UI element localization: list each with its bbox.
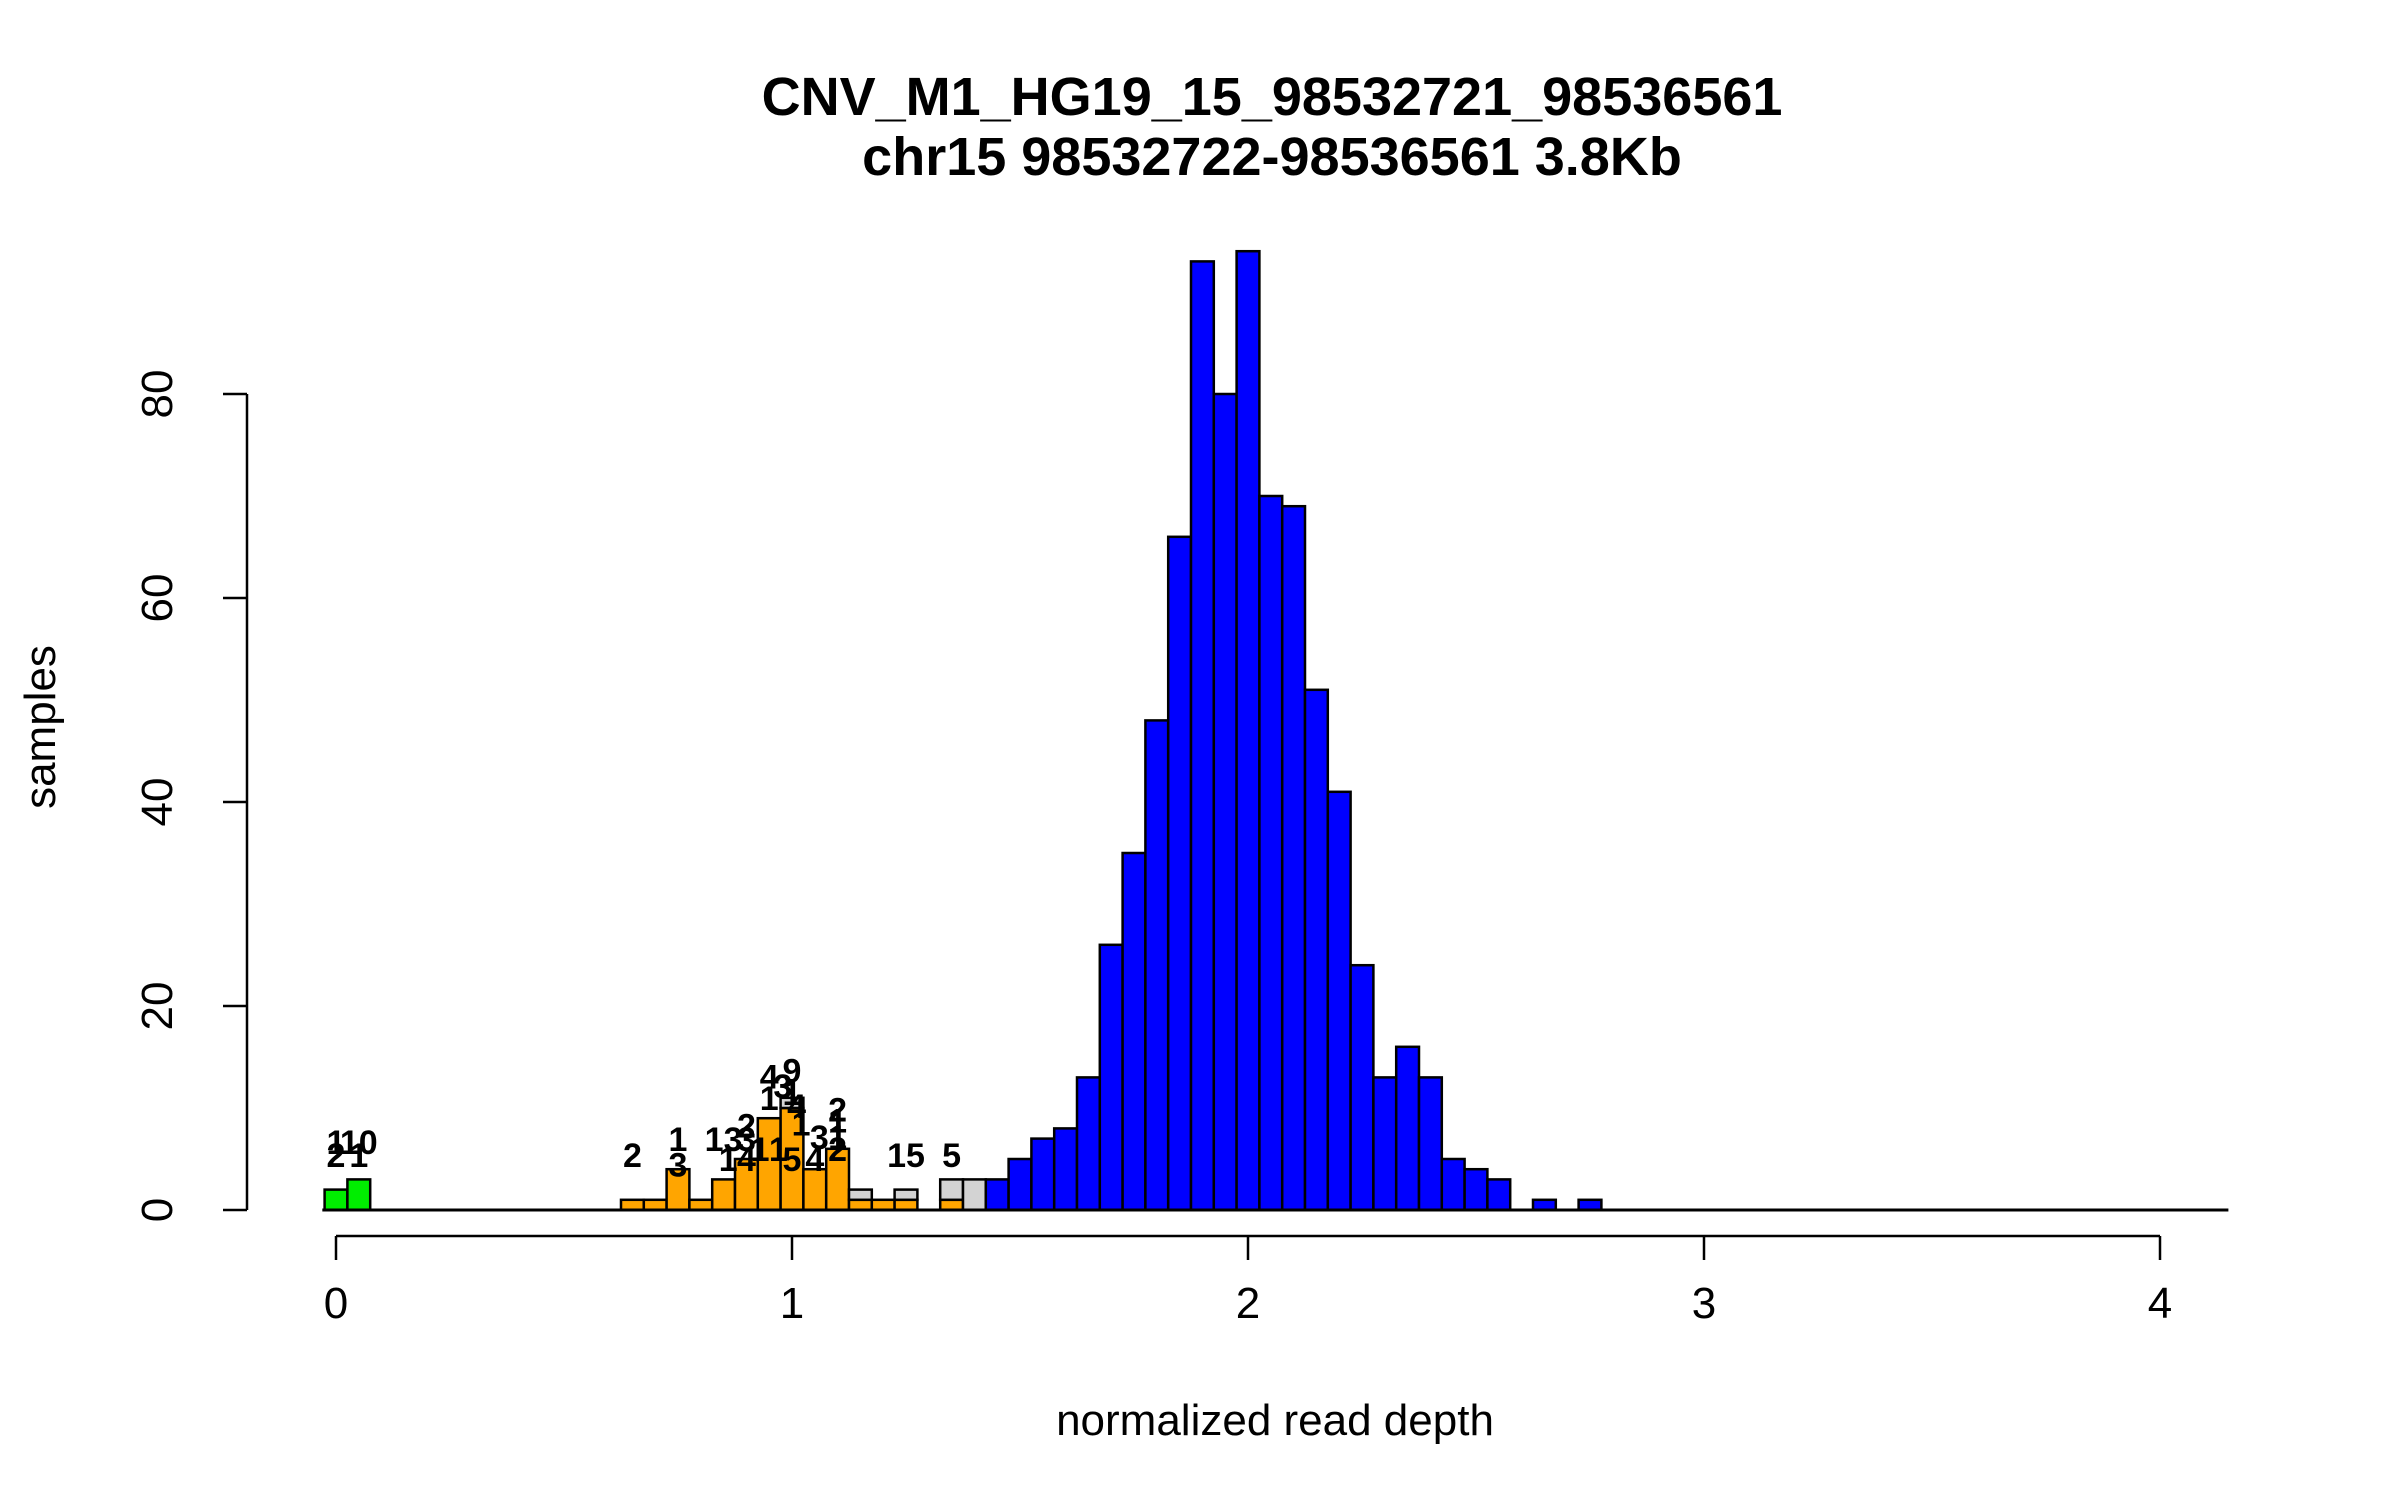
bar-count-label: 1 [828, 1119, 847, 1157]
blue-bar [984, 1178, 1010, 1212]
orange-bar [642, 1198, 668, 1212]
blue-bar [1258, 494, 1284, 1212]
y-tick-label: 80 [133, 370, 182, 419]
orange-bar [710, 1178, 737, 1212]
blue-bar [1007, 1157, 1033, 1212]
blue-bar [1372, 1076, 1398, 1212]
bar-count-label: 2 [623, 1137, 642, 1175]
bar-count-label: 2 [327, 1137, 346, 1175]
blue-bar [1349, 963, 1375, 1212]
bar-count-label: 2 [828, 1091, 847, 1129]
bar-count-label: 2 [828, 1131, 847, 1169]
blue-bar [1417, 1076, 1444, 1212]
blue-bar [1303, 688, 1330, 1212]
x-axis-label: normalized read depth [1056, 1396, 1494, 1445]
bar-count-label: 5 [942, 1137, 961, 1175]
orange-bar [938, 1198, 965, 1212]
y-tick-label: 60 [133, 574, 182, 623]
blue-bar [1052, 1127, 1079, 1212]
blue-bar [1098, 943, 1124, 1212]
green-bar [346, 1178, 372, 1212]
blue-bar [1075, 1076, 1102, 1212]
blue-bar [1531, 1198, 1558, 1212]
bar-count-label: 4 [787, 1088, 806, 1126]
blue-bar [1212, 392, 1238, 1212]
bar-count-label: 1 [769, 1131, 788, 1169]
bar-count-label: 4 [805, 1141, 824, 1179]
bar-count-label: 1 [669, 1121, 688, 1159]
orange-bar [870, 1198, 896, 1212]
bar-count-label: 10 [340, 1124, 378, 1162]
grey-bar [961, 1178, 988, 1212]
blue-bar [1121, 851, 1147, 1212]
bar-count-label: 3 [737, 1121, 756, 1159]
blue-bar [1486, 1178, 1512, 1212]
bar-count-label: 1 [828, 1102, 847, 1140]
bar-count-label: 1 [349, 1137, 368, 1175]
grey-bar [938, 1178, 965, 1202]
bar-count-label: 3 [773, 1068, 792, 1106]
grey-bar [779, 1096, 805, 1110]
x-tick-label: 4 [2148, 1279, 2172, 1328]
blue-bar [1577, 1198, 1603, 1212]
bar-count-label: 1 [783, 1075, 802, 1113]
bar-count-label: 4 [737, 1141, 756, 1179]
blue-bar [1144, 719, 1170, 1212]
blue-bar [1326, 790, 1352, 1212]
grey-bar [893, 1188, 919, 1202]
bar-count-label: 13 [705, 1121, 743, 1159]
y-tick-label: 20 [133, 982, 182, 1031]
bar-count-label: 1 [327, 1124, 346, 1162]
orange-bar [619, 1198, 646, 1212]
blue-bar [1166, 535, 1193, 1212]
bar-count-label: 2 [737, 1108, 756, 1146]
bar-count-label: 9 [783, 1053, 802, 1091]
y-axis-label: samples [16, 645, 65, 809]
y-tick-label: 0 [133, 1198, 182, 1222]
bar-count-label: 1 [719, 1141, 738, 1179]
blue-bar [1235, 249, 1261, 1212]
grey-bar [847, 1188, 874, 1202]
bar-count-label: 1 [760, 1080, 779, 1118]
x-axis: 0 1 2 3 4 [324, 1234, 2172, 1328]
y-tick-label: 40 [133, 778, 182, 827]
orange-bar [893, 1198, 919, 1212]
x-tick-label: 2 [1236, 1279, 1260, 1328]
bar-count-label: 3 [669, 1146, 688, 1184]
blue-bar [1394, 1045, 1421, 1212]
bar-count-label: 15 [887, 1137, 925, 1175]
green-bar [323, 1188, 349, 1212]
x-tick-label: 0 [324, 1279, 348, 1328]
bar-count-label: 4 [760, 1059, 779, 1097]
blue-bar [1030, 1137, 1056, 1212]
orange-bar [847, 1198, 874, 1212]
orange-bar [688, 1198, 714, 1212]
bar-count-label: 1 [751, 1131, 770, 1169]
histogram-bars [323, 249, 1603, 1212]
blue-bar [1189, 260, 1216, 1212]
bar-count-label: 1 [792, 1106, 811, 1144]
bar-count-label: 5 [783, 1141, 802, 1179]
bar-count-label: 3 [810, 1119, 829, 1157]
chart-subtitle: chr15 98532722-98536561 3.8Kb [862, 127, 1682, 187]
x-tick-label: 3 [1692, 1279, 1716, 1328]
x-tick-label: 1 [780, 1279, 804, 1328]
blue-bar [1280, 504, 1307, 1212]
blue-bar [1463, 1167, 1489, 1212]
blue-bar [1440, 1157, 1466, 1212]
chart-title: CNV_M1_HG19_15_98532721_98536561 [762, 67, 1783, 127]
y-axis: 0 20 40 60 80 [133, 370, 249, 1222]
